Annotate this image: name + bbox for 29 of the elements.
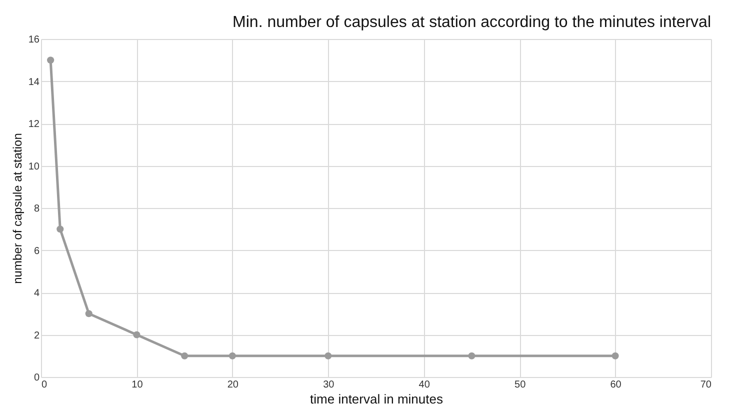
y-tick-label: 14 (28, 76, 40, 88)
x-tick-label: 30 (323, 380, 335, 390)
point (612, 352, 619, 360)
x-tick-label: 70 (700, 380, 712, 390)
point (468, 352, 476, 360)
point (56, 226, 64, 233)
y-tick-label: 10 (28, 161, 40, 172)
point (85, 310, 92, 318)
y-tick-label: 6 (34, 246, 40, 257)
x-tick-label: 50 (514, 380, 526, 390)
y-tick-label: 2 (34, 330, 40, 342)
x-tick-label: 10 (132, 380, 144, 390)
point (228, 352, 236, 360)
point (181, 352, 188, 360)
point (47, 56, 54, 64)
y-axis-title: number of capsule at station (10, 133, 24, 284)
y-tick-label: 8 (34, 204, 40, 214)
x-tick-label: 0 (42, 380, 48, 390)
y-tick-label: 12 (28, 119, 40, 130)
x-tick-label: 40 (418, 380, 430, 390)
x-tick-label: 60 (610, 380, 622, 390)
x-axis-title: time interval in minutes (310, 392, 444, 406)
y-tick-label: 4 (34, 288, 40, 299)
x-tick-label: 20 (227, 380, 239, 390)
y-tick-label: 0 (34, 372, 40, 384)
chart-title: Min. number of capsules at station according to the minutes interval (232, 14, 711, 31)
point (133, 331, 140, 338)
point (324, 352, 332, 360)
y-tick-label: 16 (28, 34, 40, 46)
